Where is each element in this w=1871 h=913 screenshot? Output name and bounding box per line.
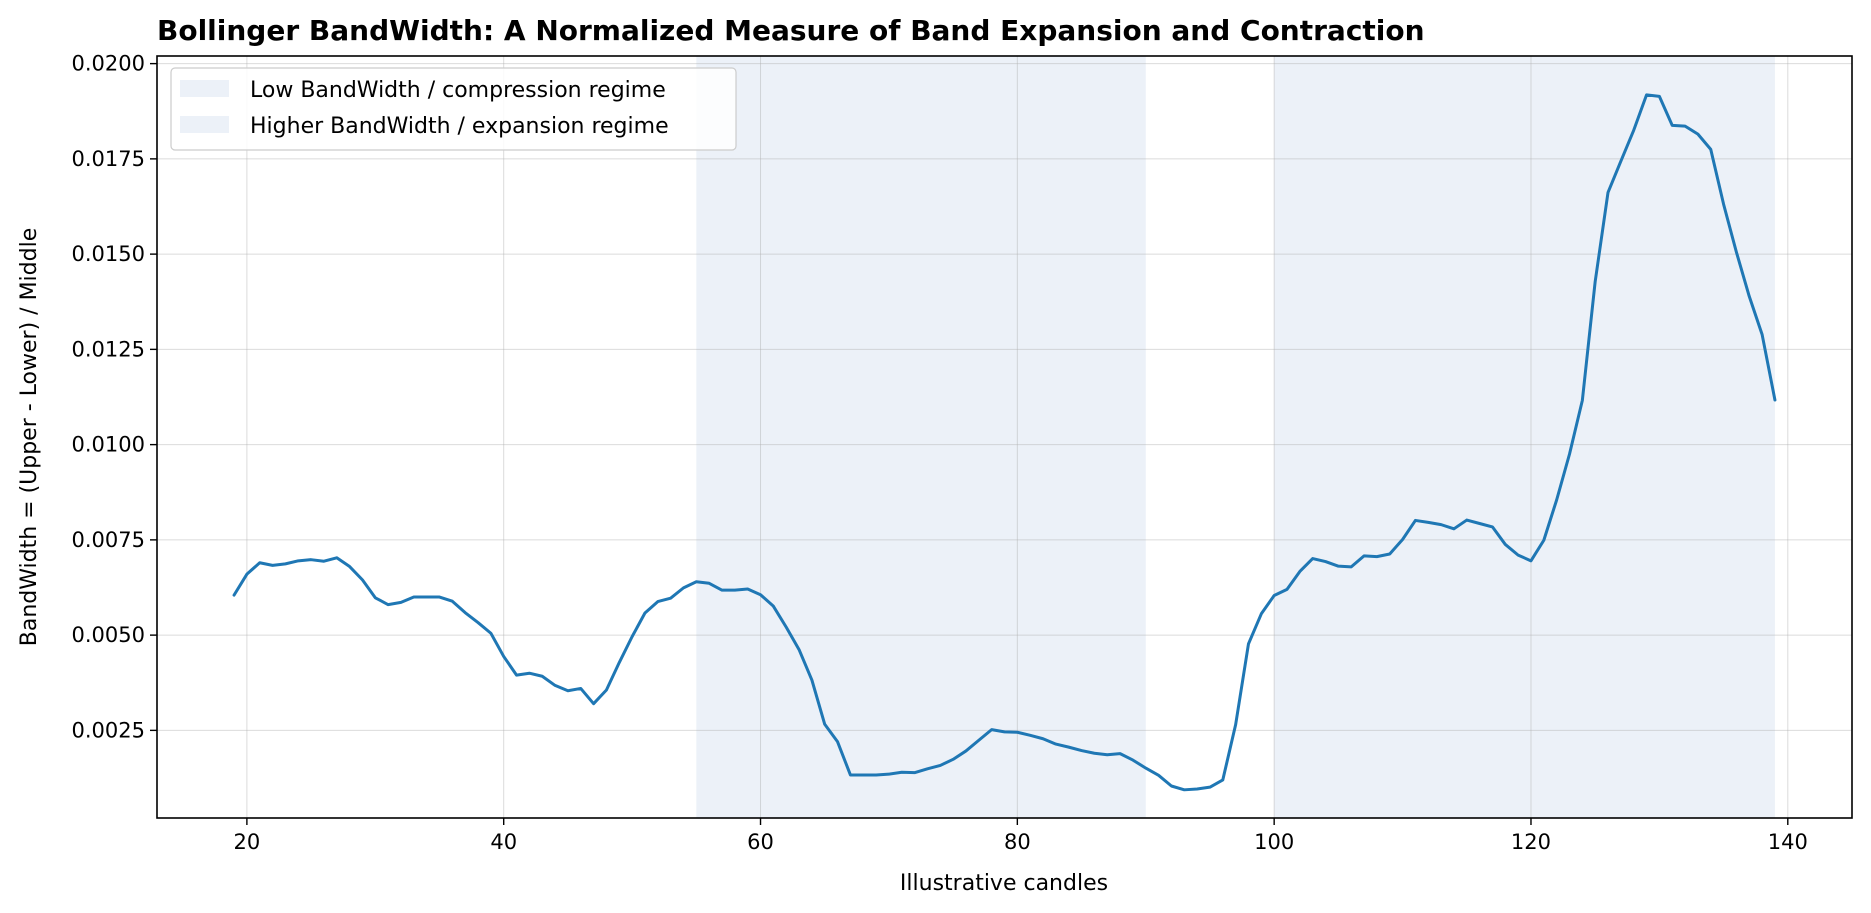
y-axis-label: BandWidth = (Upper - Lower) / Middle xyxy=(17,228,42,647)
legend-swatch-compression xyxy=(180,80,229,97)
y-tick-label: 0.0075 xyxy=(72,528,145,552)
y-tick-label: 0.0050 xyxy=(72,623,145,647)
legend-box xyxy=(170,67,737,151)
x-tick-label: 140 xyxy=(1768,830,1808,854)
y-tick-label: 0.0125 xyxy=(72,337,145,361)
series-line-bandwidth xyxy=(232,93,1777,792)
x-tick-label: 120 xyxy=(1511,830,1551,854)
y-tick-label: 0.0150 xyxy=(72,242,145,266)
x-tick-label: 20 xyxy=(234,830,261,854)
x-tick-label: 40 xyxy=(490,830,517,854)
shaded-region-expansion xyxy=(1274,56,1775,818)
series-layer xyxy=(232,93,1777,792)
y-tick-label: 0.0100 xyxy=(72,433,145,457)
shaded-regions xyxy=(696,56,1775,818)
x-tick-label: 80 xyxy=(1004,830,1031,854)
legend-swatch-expansion xyxy=(180,116,229,133)
chart-title: Bollinger BandWidth: A Normalized Measur… xyxy=(157,14,1425,47)
y-tick-label: 0.0200 xyxy=(72,52,145,76)
legend: Low BandWidth / compression regime Highe… xyxy=(170,67,737,151)
y-axis: 0.0025 0.0050 0.0075 0.0100 0.0125 0.0150 0.01… xyxy=(72,52,157,742)
x-tick-label: 60 xyxy=(747,830,774,854)
x-tick-label: 100 xyxy=(1254,830,1294,854)
y-tick-label: 0.0175 xyxy=(72,147,145,171)
y-tick-label: 0.0025 xyxy=(72,718,145,742)
legend-label-expansion: Higher BandWidth / expansion regime xyxy=(250,114,669,139)
x-axis-label: Illustrative candles xyxy=(900,871,1108,896)
plot-frame xyxy=(156,55,1853,819)
legend-label-compression: Low BandWidth / compression regime xyxy=(250,78,666,103)
shaded-region-compression xyxy=(696,56,1146,818)
x-axis: 20 40 60 80 100 120 140 xyxy=(234,818,1808,854)
